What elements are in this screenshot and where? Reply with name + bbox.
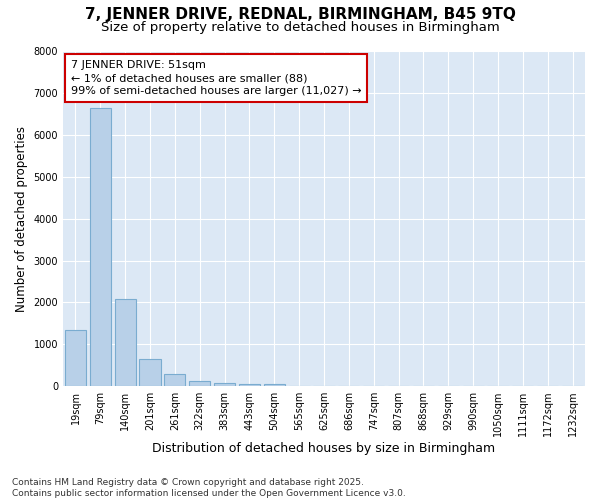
Text: 7 JENNER DRIVE: 51sqm
← 1% of detached houses are smaller (88)
99% of semi-detac: 7 JENNER DRIVE: 51sqm ← 1% of detached h…	[71, 60, 361, 96]
Bar	[264, 384, 285, 386]
Text: Contains HM Land Registry data © Crown copyright and database right 2025.
Contai: Contains HM Land Registry data © Crown c…	[12, 478, 406, 498]
Y-axis label: Number of detached properties: Number of detached properties	[15, 126, 28, 312]
X-axis label: Distribution of detached houses by size in Birmingham: Distribution of detached houses by size …	[152, 442, 496, 455]
Bar	[239, 384, 260, 386]
Bar	[115, 298, 136, 386]
Text: Size of property relative to detached houses in Birmingham: Size of property relative to detached ho…	[101, 21, 499, 34]
Bar	[139, 360, 161, 386]
Bar	[189, 380, 211, 386]
Bar	[90, 108, 111, 386]
Bar	[65, 330, 86, 386]
Bar	[214, 382, 235, 386]
Bar	[164, 374, 185, 386]
Text: 7, JENNER DRIVE, REDNAL, BIRMINGHAM, B45 9TQ: 7, JENNER DRIVE, REDNAL, BIRMINGHAM, B45…	[85, 8, 515, 22]
